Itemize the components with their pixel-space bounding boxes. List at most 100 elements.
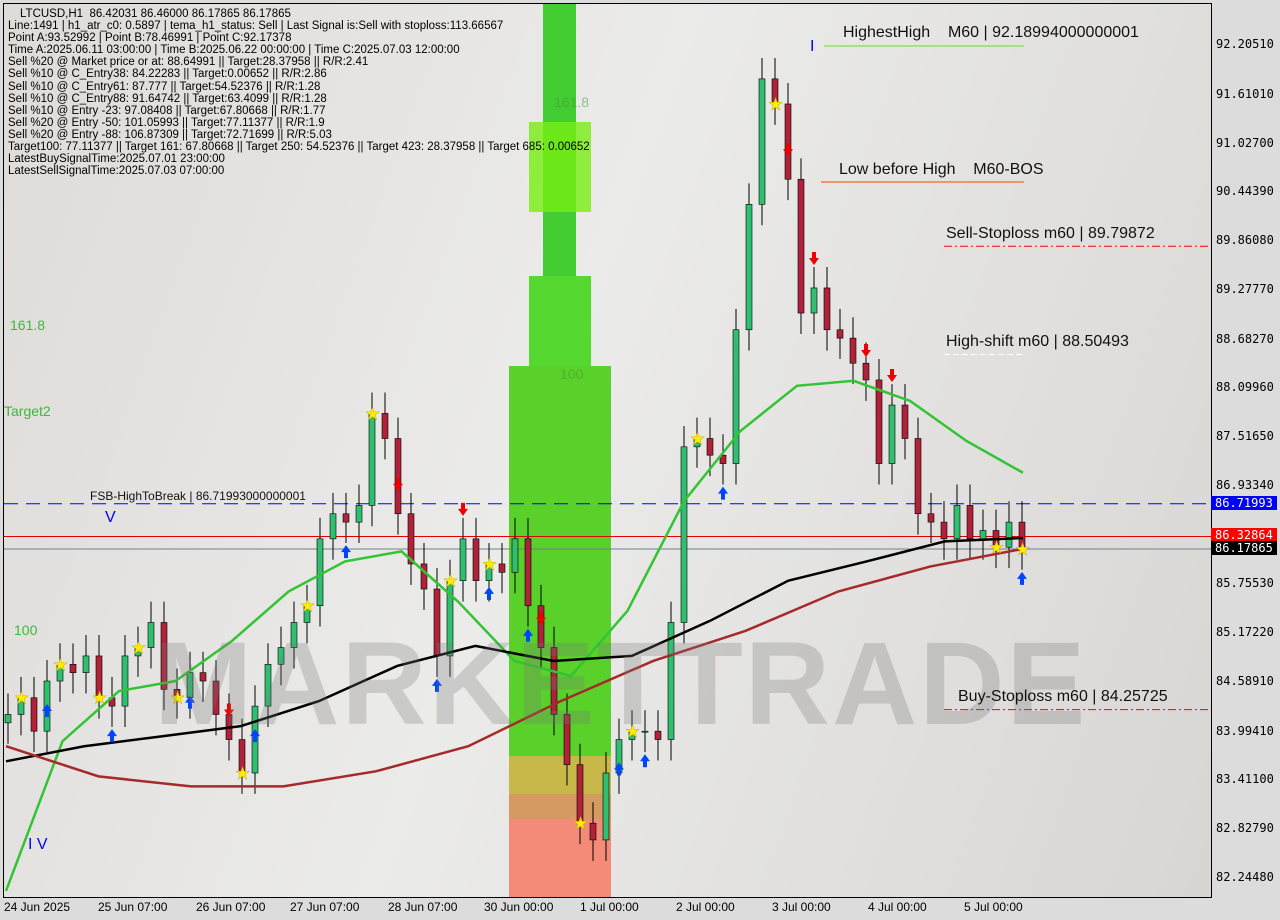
price-tick-label: 84.58910: [1216, 673, 1274, 688]
candle-body: [160, 622, 168, 690]
fib-zone-red: [509, 756, 611, 794]
buy-arrow-icon: [523, 628, 533, 642]
candle-body: [654, 730, 662, 740]
candle-body: [4, 714, 12, 724]
buy-arrow-icon: [432, 678, 442, 692]
target2-label: Target2: [4, 403, 51, 419]
info-line: Sell %20 @ Entry -88: 106.87309 || Targe…: [8, 128, 332, 141]
zone-100-label: 100: [560, 366, 584, 382]
candle-body: [927, 513, 935, 523]
candle-body: [472, 538, 480, 581]
price-tag-bid: 86.32864: [1211, 528, 1277, 543]
chart-plot-area[interactable]: MARKETTRADE ★ ★ ★ ★ ★ ★ ★ ★ ★ ★ ★ ★ ★ ★ ★ ★ LTCUSD,H1 8…: [3, 3, 1212, 898]
star-signal-icon: ★: [482, 555, 497, 575]
candle-body: [238, 739, 246, 774]
price-tick-label: 82.82790: [1216, 821, 1274, 836]
candle-body: [953, 505, 961, 540]
star-signal-icon: ★: [131, 639, 146, 659]
price-tick-label: 86.93340: [1216, 477, 1274, 492]
candle-body: [498, 563, 506, 573]
candle-body: [693, 438, 701, 448]
info-line: Sell %20 @ Entry -50: 101.05993 || Targe…: [8, 116, 325, 129]
fib-100-label: 100: [14, 622, 38, 638]
price-tick-label: 91.61010: [1216, 86, 1274, 101]
candle-body: [550, 647, 558, 715]
time-tick-label: 26 Jun 07:00: [196, 900, 266, 914]
time-tick-label: 1 Jul 00:00: [580, 900, 639, 914]
sell-arrow-icon: [536, 611, 546, 625]
candle-body: [563, 714, 571, 765]
star-signal-icon: ★: [443, 572, 458, 592]
price-tick-label: 83.41100: [1216, 772, 1274, 787]
candle-body: [875, 379, 883, 464]
zone-161-label: 161.8: [554, 94, 590, 110]
indicator-info-panel: LTCUSD,H1 86.42031 86.46000 86.17865 86.…: [8, 8, 590, 177]
candle-body: [277, 647, 285, 665]
candle-body: [303, 605, 311, 623]
v-marker: V: [105, 509, 116, 526]
time-tick-label: 30 Jun 00:00: [484, 900, 554, 914]
candle-body: [407, 513, 415, 565]
low-before-high-label: Low before High M60-BOS: [839, 161, 1044, 178]
candle-body: [771, 78, 779, 105]
candle-body: [342, 513, 350, 523]
candle-body: [797, 178, 805, 314]
price-tick-label: 88.09960: [1216, 380, 1274, 395]
candle-body: [524, 538, 532, 607]
price-tick-label: 89.27770: [1216, 281, 1274, 296]
candle-body: [394, 438, 402, 515]
buy-arrow-icon: [341, 545, 351, 559]
sell-stoploss-label: Sell-Stoploss m60 | 89.79872: [946, 225, 1155, 242]
candle-body: [862, 362, 870, 381]
moving-average-line-1: [5, 536, 1024, 763]
time-tick-label: 5 Jul 00:00: [964, 900, 1023, 914]
buy-arrow-icon: [484, 586, 494, 600]
candle-body: [134, 647, 142, 657]
sell-arrow-icon: [458, 502, 468, 516]
star-signal-icon: ★: [365, 404, 380, 424]
high-shift-label: High-shift m60 | 88.50493: [946, 333, 1129, 350]
candle-body: [147, 622, 155, 648]
star-signal-icon: ★: [1015, 540, 1030, 560]
candle-body: [511, 538, 519, 573]
candle-body: [56, 663, 64, 682]
iv-marker: I V: [28, 836, 48, 853]
candle-body: [173, 689, 181, 699]
candle-body: [979, 530, 987, 540]
time-tick-label: 27 Jun 07:00: [290, 900, 360, 914]
candle-body: [381, 413, 389, 439]
fsb-label: FSB-HighToBreak | 86.71993000000001: [90, 489, 306, 503]
candle-body: [667, 622, 675, 740]
info-line: Point A:93.52992 | Point B:78.46991 | Po…: [8, 32, 292, 45]
candle-body: [602, 772, 610, 841]
sell-arrow-icon: [224, 703, 234, 717]
info-line: LTCUSD,H1 86.42031 86.46000 86.17865 86.…: [20, 8, 291, 20]
buy-arrow-icon: [1017, 571, 1027, 585]
sell-arrow-icon: [783, 143, 793, 157]
info-line: Target100: 77.11377 || Target 161: 67.80…: [8, 141, 590, 154]
info-line: Sell %10 @ Entry -23: 97.08408 || Target…: [8, 104, 326, 117]
candle-body: [30, 697, 38, 732]
candle-body: [706, 438, 714, 456]
price-tick-label: 85.17220: [1216, 625, 1274, 640]
info-line: Sell %10 @ C_Entry88: 91.64742 || Target…: [8, 92, 327, 105]
price-tick-label: 92.20510: [1216, 37, 1274, 51]
info-line: Sell %20 @ Market price or at: 88.64991 …: [8, 56, 369, 69]
time-tick-label: 3 Jul 00:00: [772, 900, 831, 914]
candle-body: [368, 413, 376, 506]
star-signal-icon: ★: [989, 538, 1004, 558]
info-line: Time A:2025.06.11 03:00:00 | Time B:2025…: [8, 44, 460, 57]
candle-body: [199, 672, 207, 682]
star-signal-icon: ★: [300, 597, 315, 617]
info-line: Sell %10 @ C_Entry61: 87.777 || Target:5…: [8, 80, 321, 93]
fib-161-label: 161.8: [10, 317, 46, 333]
sell-arrow-icon: [393, 477, 403, 491]
sell-arrow-icon: [861, 343, 871, 357]
star-signal-icon: ★: [235, 764, 250, 784]
star-signal-icon: ★: [53, 655, 68, 675]
buy-arrow-icon: [640, 754, 650, 768]
candle-body: [823, 287, 831, 331]
sell-arrow-icon: [887, 369, 897, 383]
star-signal-icon: ★: [625, 722, 640, 742]
time-tick-label: 4 Jul 00:00: [868, 900, 927, 914]
